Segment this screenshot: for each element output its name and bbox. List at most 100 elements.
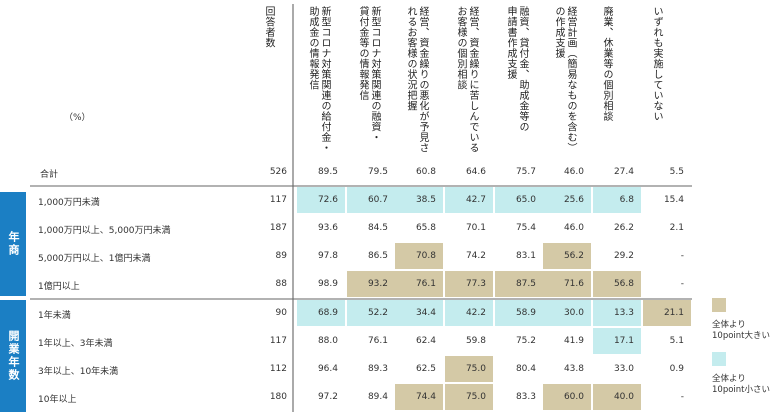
value-cell: 30.0 — [563, 308, 584, 318]
row-label: 3年以上、10年未満 — [38, 367, 119, 377]
value-cell: - — [680, 392, 684, 402]
value-cell: 46.0 — [563, 223, 584, 233]
value-cell: 65.8 — [415, 223, 436, 233]
value-cell: 13.3 — [613, 308, 634, 318]
column-header: いずれも実施していない — [651, 6, 662, 122]
respondent-count: 117 — [269, 336, 287, 346]
highlight-cell — [347, 271, 395, 297]
value-cell: 56.8 — [613, 279, 634, 289]
row-label: 1,000万円以上、5,000万円未満 — [38, 226, 171, 236]
value-cell: 68.9 — [317, 308, 338, 318]
row-label: 1年未満 — [38, 311, 71, 321]
column-header: 経営、資金繰りに苦しんでいる お客様の個別相談 — [455, 6, 478, 153]
value-cell: 74.4 — [415, 392, 436, 402]
highlight-cell — [593, 328, 641, 354]
respondent-count: 89 — [275, 251, 287, 261]
value-cell: 33.0 — [613, 364, 634, 374]
row-label: 10年以上 — [38, 395, 77, 405]
column-header: 廃業、休業等の個別相談 — [601, 6, 612, 122]
value-cell: 75.4 — [515, 223, 536, 233]
value-cell: 34.4 — [415, 308, 436, 318]
value-cell: 62.4 — [415, 336, 436, 346]
highlight-cell — [593, 187, 641, 213]
highlight-cell — [495, 300, 543, 326]
highlight-cell — [593, 271, 641, 297]
highlight-cell — [543, 187, 591, 213]
highlight-cell — [643, 300, 691, 326]
value-cell: 17.1 — [613, 336, 634, 346]
value-cell: 96.4 — [317, 364, 338, 374]
value-cell: 70.1 — [465, 223, 486, 233]
value-cell: 40.0 — [613, 392, 634, 402]
group-years: 開業年数 — [0, 300, 26, 412]
value-cell: 71.6 — [563, 279, 584, 289]
value-cell: 76.1 — [367, 336, 388, 346]
legend-lower-swatch — [712, 352, 726, 366]
respondent-count: 90 — [275, 308, 287, 318]
value-cell: 89.4 — [367, 392, 388, 402]
value-cell: 64.6 — [465, 167, 486, 177]
highlight-cell — [543, 300, 591, 326]
respondent-count: 88 — [275, 279, 287, 289]
highlight-cell — [593, 384, 641, 410]
highlight-cell — [593, 300, 641, 326]
value-cell: 5.1 — [669, 336, 684, 346]
value-cell: - — [680, 279, 684, 289]
value-cell: 88.0 — [317, 336, 338, 346]
row-label: 1億円以上 — [38, 282, 80, 292]
group-sales: 年商 — [0, 192, 26, 296]
value-cell: 89.5 — [317, 167, 338, 177]
highlight-cell — [543, 384, 591, 410]
value-cell: 60.0 — [563, 392, 584, 402]
group-years-label: 開業年数 — [7, 330, 20, 382]
value-cell: 0.9 — [669, 364, 684, 374]
value-cell: 5.5 — [669, 167, 684, 177]
column-header: 経営、資金繰りの悪化が予見さ れるお客様の状況把握 — [405, 6, 428, 153]
value-cell: 62.5 — [415, 364, 436, 374]
value-cell: 46.0 — [563, 167, 584, 177]
value-cell: 58.9 — [515, 308, 536, 318]
value-cell: 97.8 — [317, 251, 338, 261]
value-cell: 74.2 — [465, 251, 486, 261]
value-cell: 26.2 — [613, 223, 634, 233]
value-cell: 75.0 — [465, 392, 486, 402]
column-header: 経営計画（簡易なものを含む） の作成支援 — [553, 6, 576, 153]
highlight-cell — [445, 187, 493, 213]
value-cell: 93.2 — [367, 279, 388, 289]
respondent-count: 187 — [269, 223, 287, 233]
value-cell: 60.7 — [367, 195, 388, 205]
highlight-cell — [395, 187, 443, 213]
value-cell: 21.1 — [663, 308, 684, 318]
highlight-cell — [395, 243, 443, 269]
value-cell: 89.3 — [367, 364, 388, 374]
row-label: 合計 — [40, 170, 59, 180]
highlight-cell — [297, 300, 345, 326]
highlight-cell — [445, 300, 493, 326]
value-cell: 77.3 — [465, 279, 486, 289]
value-cell: 83.3 — [515, 392, 536, 402]
unit-label: （%） — [64, 113, 91, 123]
value-cell: 75.7 — [515, 167, 536, 177]
highlight-cell — [297, 187, 345, 213]
value-cell: - — [680, 251, 684, 261]
value-cell: 93.6 — [317, 223, 338, 233]
legend-higher-swatch — [712, 298, 726, 312]
value-cell: 75.2 — [515, 336, 536, 346]
row-label: 1,000万円未満 — [38, 198, 100, 208]
column-header: 新型コロナ対策関連の給付金・ 助成金の情報発信 — [307, 6, 330, 153]
column-header: 新型コロナ対策関連の融資・ 貸付金等の情報発信 — [357, 6, 380, 143]
value-cell: 79.5 — [367, 167, 388, 177]
respondent-count: 112 — [269, 364, 287, 374]
value-cell: 80.4 — [515, 364, 536, 374]
highlight-cell — [495, 271, 543, 297]
value-cell: 27.4 — [613, 167, 634, 177]
highlight-cell — [445, 356, 493, 382]
highlight-cell — [395, 384, 443, 410]
value-cell: 98.9 — [317, 279, 338, 289]
row-label: 5,000万円以上、1億円未満 — [38, 254, 151, 264]
highlight-cell — [543, 271, 591, 297]
value-cell: 15.4 — [663, 195, 684, 205]
value-cell: 59.8 — [465, 336, 486, 346]
